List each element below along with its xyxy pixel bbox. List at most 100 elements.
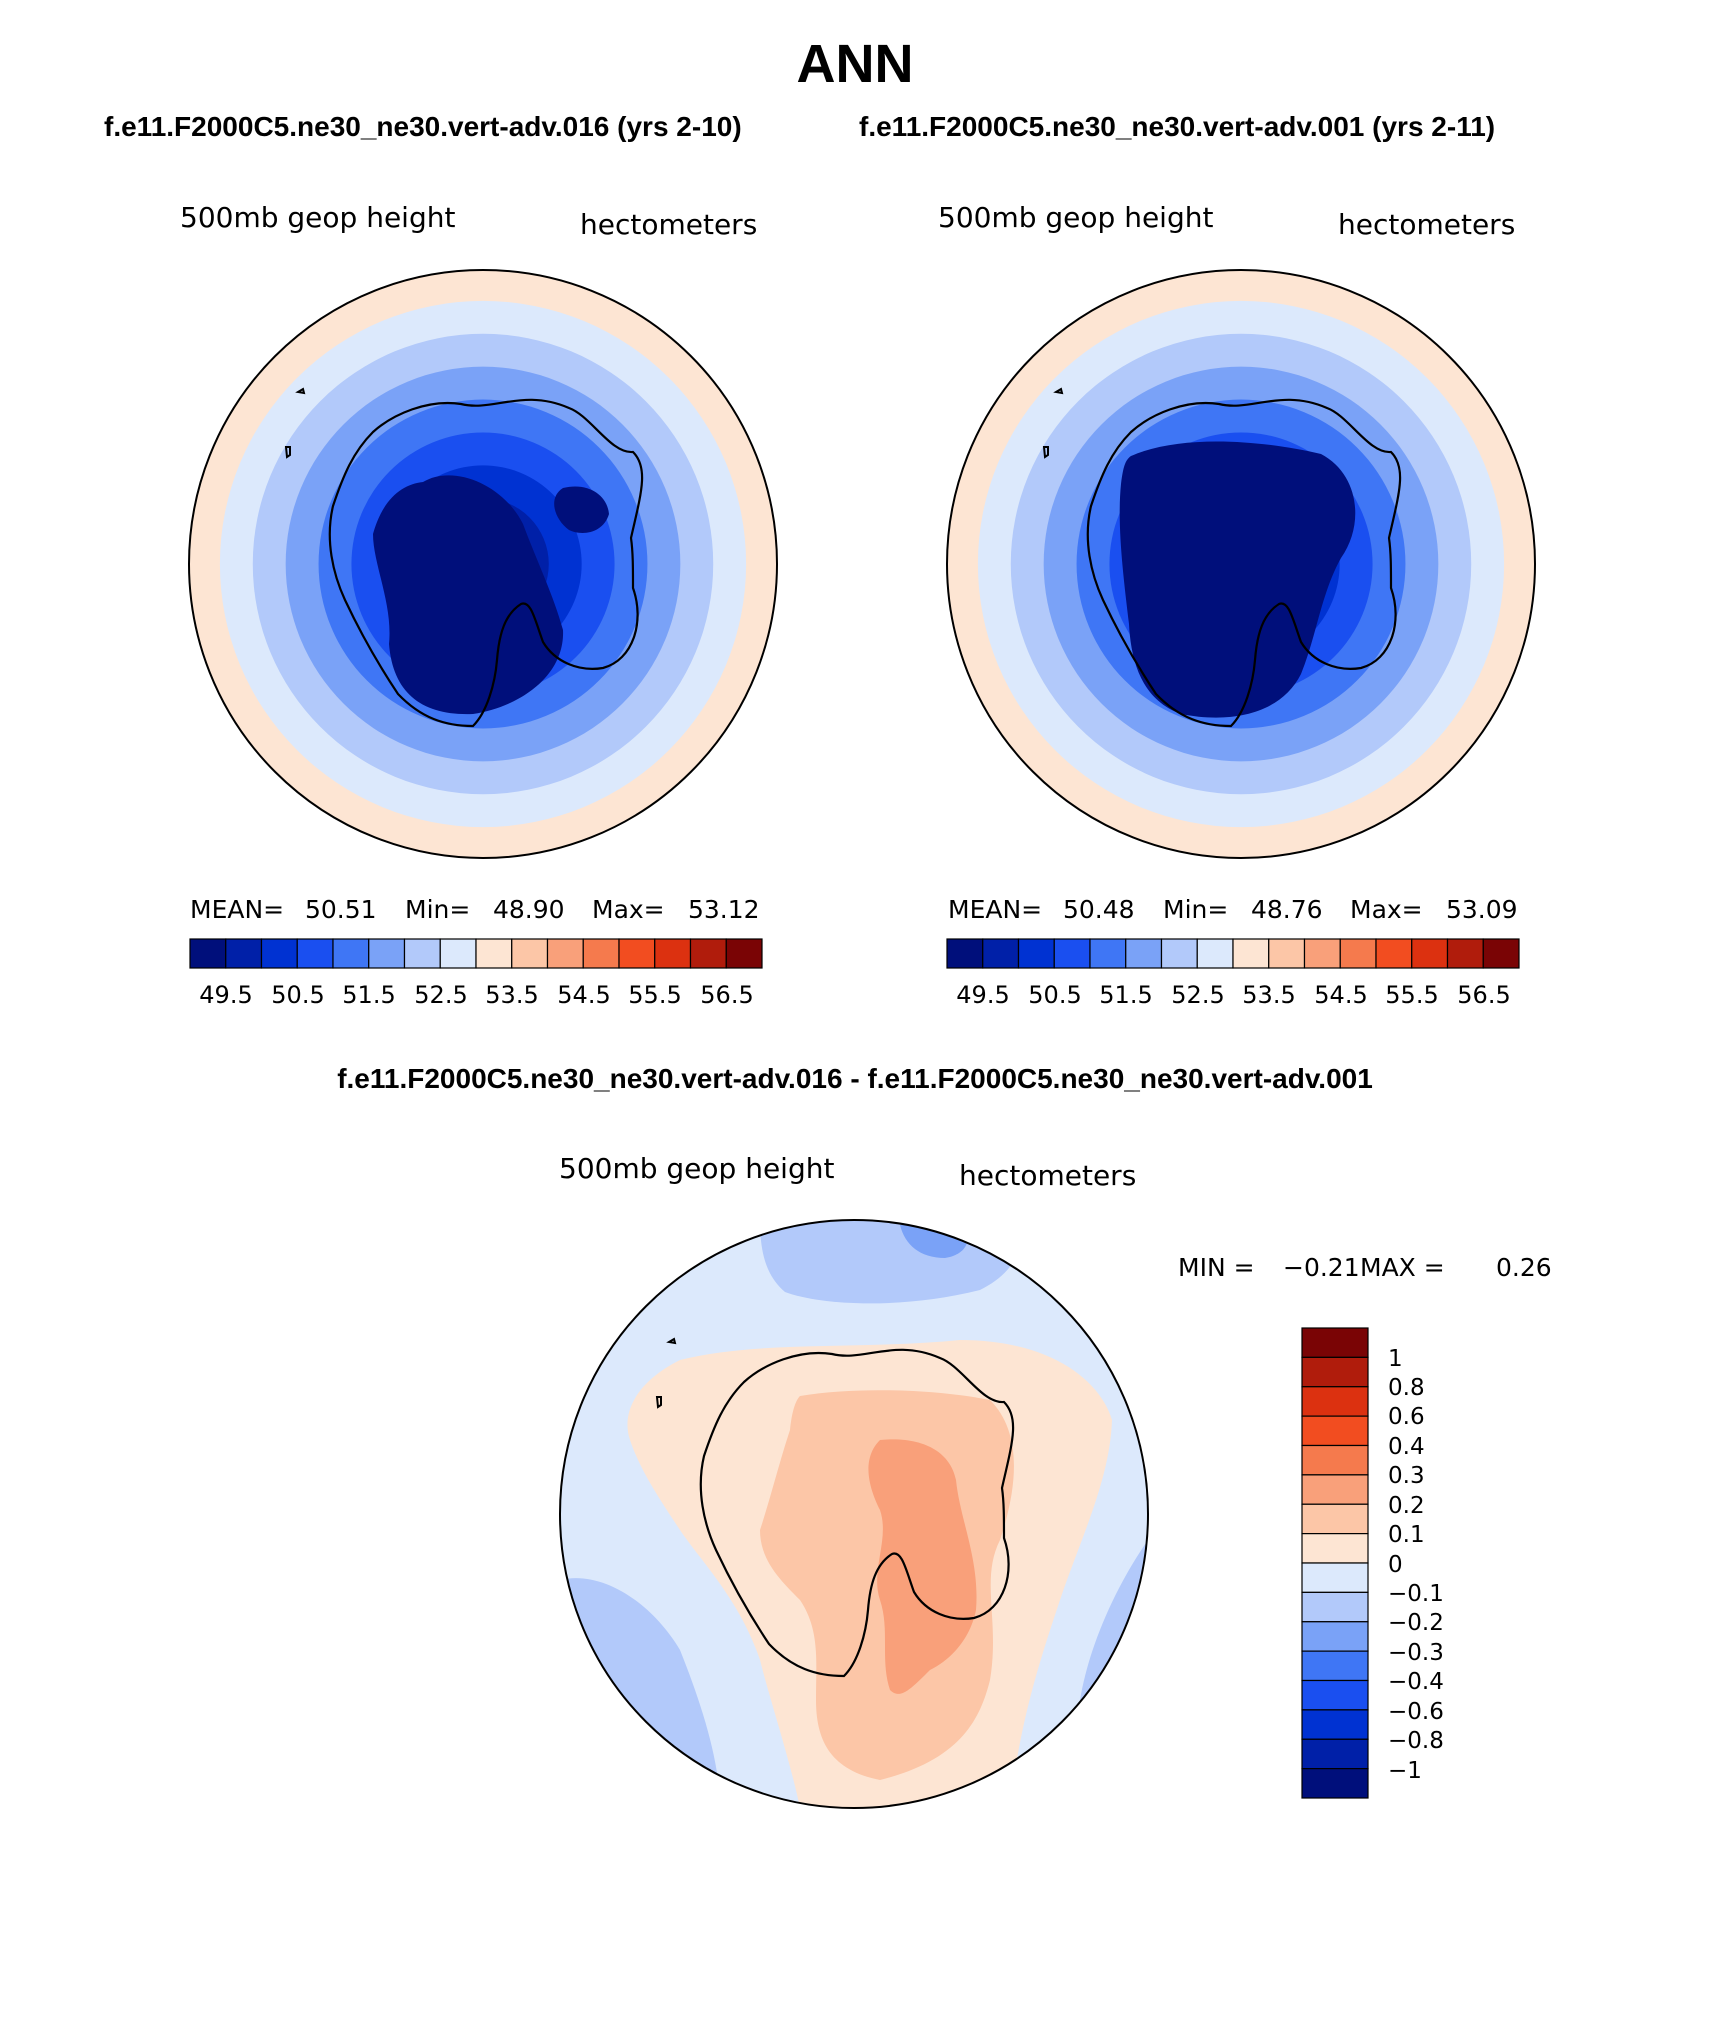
panel2-low-center	[1119, 441, 1356, 718]
panel3-colorbar-swatch	[1301, 1738, 1369, 1770]
subtitle-right: f.e11.F2000C5.ne30_ne30.vert-adv.001 (yr…	[859, 111, 1495, 142]
panel3-tick: 0	[1388, 1552, 1403, 1578]
panel3-colorbar-swatch	[1301, 1386, 1369, 1417]
panel2-colorbar-swatch	[1339, 938, 1377, 969]
panel3-colorbar-swatch	[1301, 1327, 1369, 1358]
panel1-colorbar-swatch	[511, 938, 549, 969]
panel3-tick: −1	[1388, 1758, 1422, 1784]
panel1-colorbar-swatch	[225, 938, 263, 969]
panel3-tick: −0.1	[1388, 1581, 1444, 1607]
panel1-colorbar-swatch	[618, 938, 656, 969]
panel3-colorbar-swatch	[1301, 1562, 1369, 1593]
panel1-colorbar-swatch	[439, 938, 477, 969]
panel2-colorbar-swatch	[1017, 938, 1055, 969]
panel2-tick: 49.5	[956, 981, 1009, 1009]
panel2-colorbar-swatch	[982, 938, 1020, 969]
panel1-colorbar-swatch	[296, 938, 334, 969]
panel2-min-value: 48.76	[1251, 895, 1323, 924]
panel3-units: hectometers	[959, 1159, 1136, 1192]
panel2-tick: 56.5	[1457, 981, 1510, 1009]
panel-control-case: 500mb geop height hectometers MEAN= 50.5…	[180, 201, 778, 1009]
panel3-colorbar-swatch	[1301, 1356, 1369, 1388]
panel1-min-label: Min=	[405, 895, 470, 924]
panel3-tick: 1	[1388, 1346, 1403, 1372]
panel3-map	[560, 1220, 1148, 1808]
panel3-min-value: −0.21	[1283, 1253, 1360, 1282]
panel1-colorbar-swatch	[189, 938, 227, 969]
panel2-max-value: 53.09	[1446, 895, 1518, 924]
panel1-map-border	[188, 269, 778, 859]
panel3-colorbar-ticks: 1 0.8 0.6 0.4 0.3 0.2 0.1 0 −0.1 −0.2 −0…	[1388, 1346, 1444, 1784]
panel3-tick: −0.2	[1388, 1610, 1444, 1636]
panel2-colorbar-swatch	[1196, 938, 1234, 969]
panel3-max-value: 0.26	[1496, 1253, 1552, 1282]
panel2-colorbar-swatch	[1411, 938, 1449, 969]
panel3-colorbar-swatch	[1301, 1650, 1369, 1682]
panel1-low-center-west	[554, 486, 609, 533]
panel3-tick: −0.3	[1388, 1640, 1444, 1666]
figure-title: ANN	[797, 34, 914, 94]
panel1-colorbar-swatch	[332, 938, 370, 969]
panel3-map-border	[559, 1219, 1149, 1809]
panel1-map	[189, 270, 777, 858]
diff-title: f.e11.F2000C5.ne30_ne30.vert-adv.016 - f…	[337, 1063, 1373, 1094]
panel2-colorbar-swatch	[1125, 938, 1163, 969]
panel2-colorbar-swatch	[1375, 938, 1413, 969]
panel1-colorbar-swatch	[403, 938, 441, 969]
panel2-colorbar-swatch	[1053, 938, 1091, 969]
panel3-colorbar-swatch	[1301, 1533, 1369, 1564]
panel3-colorbar-swatch	[1301, 1444, 1369, 1476]
panel2-colorbar-swatch	[1482, 938, 1520, 969]
panel2-colorbar-swatch	[1268, 938, 1306, 969]
panel1-mean-label: MEAN=	[190, 895, 284, 924]
panel3-tick: 0.3	[1388, 1463, 1425, 1489]
panel2-colorbar-swatch	[1160, 938, 1198, 969]
panel1-max-value: 53.12	[688, 895, 760, 924]
panel1-colorbar	[189, 938, 763, 969]
panel1-tick: 53.5	[485, 981, 538, 1009]
panel1-colorbar-swatch	[368, 938, 406, 969]
panel1-tick: 56.5	[700, 981, 753, 1009]
panel2-tick: 53.5	[1242, 981, 1295, 1009]
panel3-colorbar-swatch	[1301, 1503, 1369, 1535]
panel3-colorbar-swatch	[1301, 1768, 1369, 1799]
panel1-colorbar-swatch	[546, 938, 584, 969]
panel3-tick: 0.6	[1388, 1404, 1425, 1430]
panel1-colorbar-swatch	[475, 938, 513, 969]
panel3-tick: 0.2	[1388, 1493, 1425, 1519]
panel1-tick: 55.5	[628, 981, 681, 1009]
panel-test-case: 500mb geop height hectometers MEAN= 50.4…	[938, 201, 1536, 1009]
panel2-colorbar-swatch	[1303, 938, 1341, 969]
panel3-variable-title: 500mb geop height	[559, 1152, 834, 1185]
panel3-tick: −0.6	[1388, 1699, 1444, 1725]
panel2-tick: 51.5	[1099, 981, 1152, 1009]
panel2-variable-title: 500mb geop height	[938, 201, 1213, 234]
panel2-colorbar	[946, 938, 1520, 969]
panel3-tick: −0.4	[1388, 1669, 1444, 1695]
panel1-min-value: 48.90	[493, 895, 565, 924]
panel2-colorbar-swatch	[946, 938, 984, 969]
panel2-tick: 54.5	[1314, 981, 1367, 1009]
panel3-colorbar-swatch	[1301, 1415, 1369, 1447]
panel1-stats: MEAN= 50.51 Min= 48.90 Max= 53.12	[190, 895, 760, 924]
panel2-mean-label: MEAN=	[948, 895, 1042, 924]
panel2-mean-value: 50.48	[1063, 895, 1135, 924]
panel-difference: 500mb geop height hectometers MIN = −0.2…	[559, 1152, 1552, 1809]
panel1-variable-title: 500mb geop height	[180, 201, 455, 234]
panel1-colorbar-ticks: 49.5 50.5 51.5 52.5 53.5 54.5 55.5 56.5	[199, 981, 753, 1009]
panel2-stats: MEAN= 50.48 Min= 48.76 Max= 53.09	[948, 895, 1518, 924]
panel2-colorbar-swatch	[1446, 938, 1484, 969]
panel1-colorbar-swatch	[582, 938, 620, 969]
panel3-max-label: MAX =	[1360, 1253, 1445, 1282]
panel2-colorbar-swatch	[1232, 938, 1270, 969]
panel1-tick: 51.5	[342, 981, 395, 1009]
panel3-tick: 0.8	[1388, 1375, 1425, 1401]
panel1-tick: 52.5	[414, 981, 467, 1009]
panel2-min-label: Min=	[1163, 895, 1228, 924]
panel2-colorbar-swatch	[1089, 938, 1127, 969]
panel1-tick: 50.5	[271, 981, 324, 1009]
panel1-low-center-east	[373, 475, 564, 715]
panel2-units: hectometers	[1338, 208, 1515, 241]
panel3-colorbar-swatch	[1301, 1591, 1369, 1623]
panel3-colorbar-swatch	[1301, 1709, 1369, 1740]
